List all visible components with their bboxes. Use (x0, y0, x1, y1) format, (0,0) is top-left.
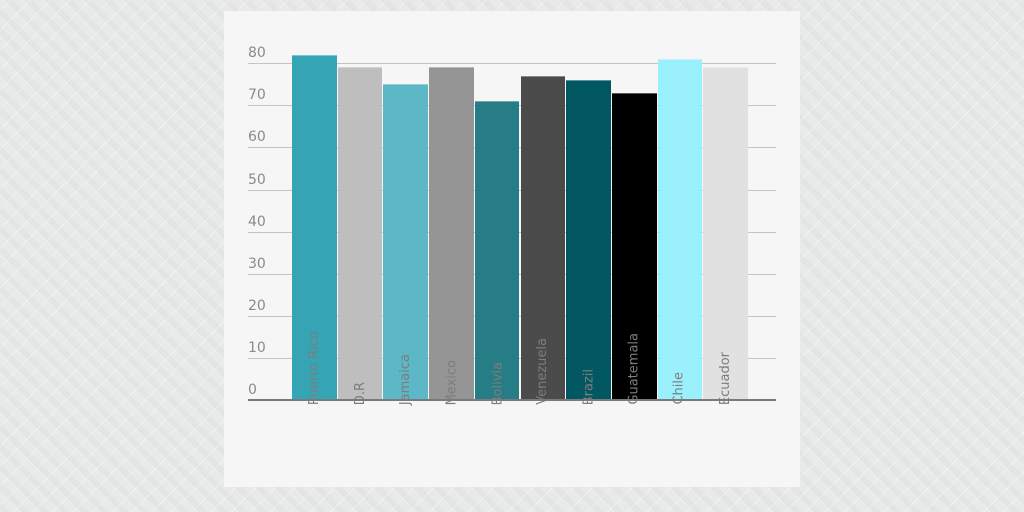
x-axis-line (248, 399, 776, 401)
y-tick-label: 20 (248, 298, 266, 314)
x-tick-label: Venezuela (535, 338, 551, 405)
bar-guatemala (611, 92, 657, 400)
bar-ecuador (703, 67, 748, 400)
gridline (248, 63, 776, 64)
y-tick-label: 80 (248, 45, 266, 61)
bar-mexico (429, 67, 474, 400)
y-tick-label: 60 (248, 129, 266, 145)
x-tick-label: Ecuador (718, 352, 734, 406)
bar-d-r (337, 67, 383, 400)
plot-area: 0 10 20 30 40 50 60 70 80 Puerto Rico D.R Jamaica Me… (224, 11, 800, 487)
y-tick-label: 10 (248, 340, 266, 356)
y-tick-label: 30 (248, 256, 266, 272)
bar-bolivia (474, 101, 520, 400)
x-tick-label: Puerto Rico (306, 331, 322, 406)
y-tick-label: 0 (248, 382, 257, 398)
bar-brazil (566, 80, 611, 400)
bar-puerto-rico (292, 54, 337, 400)
bar-jamaica (383, 84, 429, 400)
x-tick-label: D.R (352, 382, 368, 406)
y-tick-label: 50 (248, 172, 266, 188)
bar-chile (657, 58, 703, 400)
y-tick-label: 70 (248, 87, 266, 103)
y-tick-label: 40 (248, 214, 266, 230)
x-tick-label: Guatemala (626, 333, 642, 405)
chart-panel: 0 10 20 30 40 50 60 70 80 Puerto Rico D.R Jamaica Me… (224, 11, 800, 487)
x-tick-label: Jamaica (398, 354, 414, 406)
bar-venezuela (520, 75, 566, 400)
